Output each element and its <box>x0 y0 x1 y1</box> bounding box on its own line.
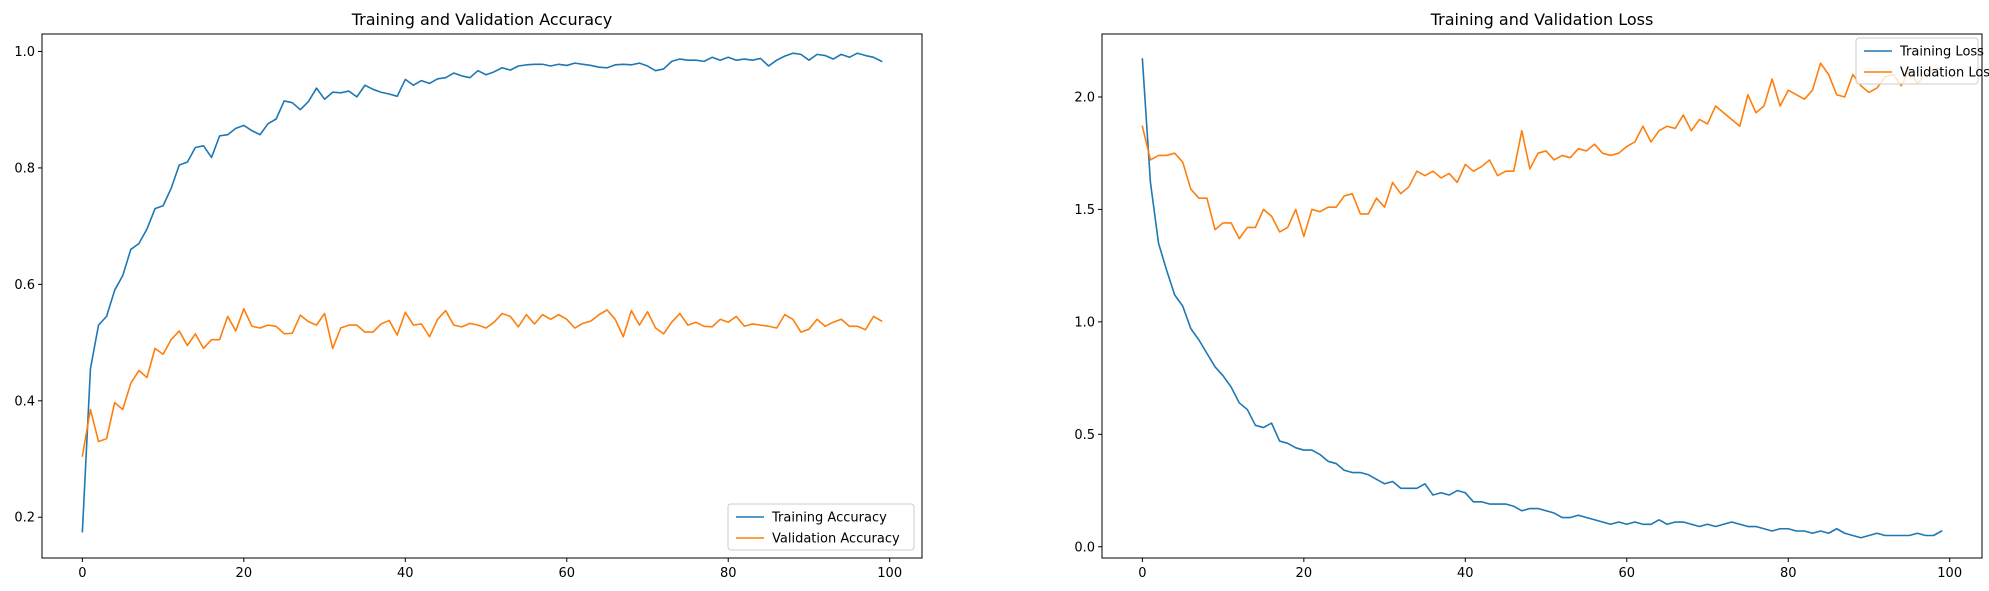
y-tick-label: 0.0 <box>1074 540 1095 555</box>
y-tick-label: 0.2 <box>14 511 35 526</box>
x-tick-label: 0 <box>1138 566 1146 581</box>
x-tick-label: 80 <box>1780 566 1797 581</box>
x-tick-label: 40 <box>1457 566 1474 581</box>
x-tick-label: 20 <box>1296 566 1313 581</box>
y-tick-label: 0.5 <box>1074 428 1095 443</box>
legend-label: Training Loss <box>1899 45 1984 60</box>
legend-label: Validation Accuracy <box>772 532 900 547</box>
x-tick-label: 60 <box>558 566 575 581</box>
series-line-training-loss <box>1141 57 1943 539</box>
x-tick-label: 40 <box>397 566 414 581</box>
series-line-training-accuracy <box>81 52 883 533</box>
accuracy-chart: Training and Validation Accuracy 0 20 40 60 8… <box>14 10 923 581</box>
y-tick-label: 0.4 <box>14 394 35 409</box>
chart-title: Training and Validation Accuracy <box>351 10 613 29</box>
x-tick-label: 80 <box>720 566 737 581</box>
x-tick-label: 20 <box>236 566 253 581</box>
legend-label: Training Accuracy <box>771 511 887 526</box>
x-tick-label: 60 <box>1618 566 1635 581</box>
legend: Training Loss Validation Loss <box>1855 37 1989 85</box>
x-tick-label: 100 <box>877 566 902 581</box>
series-line-validation-accuracy <box>81 308 883 457</box>
y-tick-label: 0.6 <box>14 278 35 293</box>
loss-chart: Training and Validation Loss 0 20 40 60 80 100… <box>1074 10 1989 581</box>
series-line-validation-loss <box>1141 62 1943 240</box>
legend: Training Accuracy Validation Accuracy <box>727 503 915 551</box>
y-tick-label: 1.0 <box>1074 315 1095 330</box>
legend-label: Validation Loss <box>1900 66 1989 81</box>
y-tick-label: 1.5 <box>1074 203 1095 218</box>
y-tick-label: 0.8 <box>14 161 35 176</box>
x-tick-label: 0 <box>78 566 86 581</box>
y-tick-label: 2.0 <box>1074 90 1095 105</box>
plot-frame <box>41 33 923 559</box>
chart-title: Training and Validation Loss <box>1430 10 1654 29</box>
x-tick-label: 100 <box>1937 566 1962 581</box>
plot-frame <box>1101 33 1983 559</box>
y-tick-label: 1.0 <box>14 45 35 60</box>
legend-frame <box>727 503 915 551</box>
